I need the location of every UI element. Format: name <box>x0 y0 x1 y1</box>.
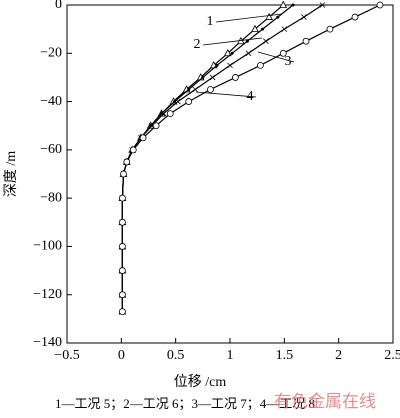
marker <box>173 100 177 104</box>
marker <box>207 86 214 93</box>
marker <box>119 308 126 316</box>
watermark: 有色金属在线 <box>274 392 376 411</box>
marker <box>223 48 232 57</box>
marker <box>251 24 259 33</box>
y-axis-label: 深度 /m <box>3 151 19 197</box>
marker <box>119 291 126 299</box>
marker <box>209 74 216 81</box>
marker <box>281 26 288 32</box>
annotation-label: 3 <box>285 54 292 69</box>
marker <box>279 0 288 8</box>
marker <box>139 134 147 142</box>
y-tick-label: −20 <box>40 46 62 61</box>
marker <box>192 86 199 93</box>
marker <box>351 13 359 21</box>
marker <box>160 110 167 117</box>
marker <box>257 61 264 69</box>
x-tick-label: 1.5 <box>276 348 294 363</box>
x-tick-label: 2.5 <box>384 348 400 363</box>
annotation-leader <box>195 91 257 98</box>
marker <box>263 38 269 44</box>
marker <box>119 243 126 250</box>
marker <box>187 88 191 91</box>
y-tick-label: −140 <box>33 335 62 350</box>
y-tick-label: 0 <box>55 0 62 12</box>
annotation-label: 4 <box>247 89 254 104</box>
marker <box>265 12 273 20</box>
marker <box>302 37 310 45</box>
x-tick-label: 0 <box>118 348 125 363</box>
x-axis-label: 位移 /cm <box>174 374 227 390</box>
marker <box>376 1 384 9</box>
marker <box>119 194 126 202</box>
y-tick-label: −40 <box>40 94 62 109</box>
marker <box>301 14 307 20</box>
marker <box>129 146 137 154</box>
annotation-label: 2 <box>194 37 201 52</box>
marker <box>245 50 252 57</box>
marker <box>319 2 326 8</box>
annotation-label: 1 <box>207 14 214 29</box>
marker <box>232 74 239 81</box>
y-tick-label: −60 <box>40 142 62 157</box>
annotation-leader <box>215 13 283 23</box>
marker <box>230 51 234 55</box>
marker <box>215 63 219 67</box>
series-line <box>121 4 323 312</box>
marker <box>245 39 249 43</box>
marker <box>276 15 280 19</box>
marker <box>227 62 233 69</box>
y-tick-label: −100 <box>33 239 62 254</box>
marker <box>279 49 287 57</box>
series-line <box>121 4 284 312</box>
marker <box>166 110 174 118</box>
marker <box>119 267 126 274</box>
marker <box>175 98 181 105</box>
y-tick-label: −80 <box>40 190 62 205</box>
caption: 1—工况 5；2—工况 6；3—工况 7；4—工况 8 <box>55 396 315 412</box>
x-tick-label: 1 <box>227 348 234 363</box>
marker <box>123 158 131 166</box>
marker <box>152 122 160 130</box>
annotation-leader <box>202 37 263 46</box>
marker <box>119 218 126 226</box>
x-tick-label: 2 <box>335 348 342 363</box>
marker <box>120 170 127 178</box>
y-tick-label: −120 <box>33 287 62 302</box>
marker <box>291 3 295 7</box>
x-tick-label: 0.5 <box>167 348 185 363</box>
series-line <box>121 4 294 312</box>
marker <box>185 98 193 105</box>
marker <box>261 27 265 31</box>
marker <box>201 75 205 79</box>
x-tick-label: −0.5 <box>54 348 79 363</box>
marker <box>326 25 334 33</box>
